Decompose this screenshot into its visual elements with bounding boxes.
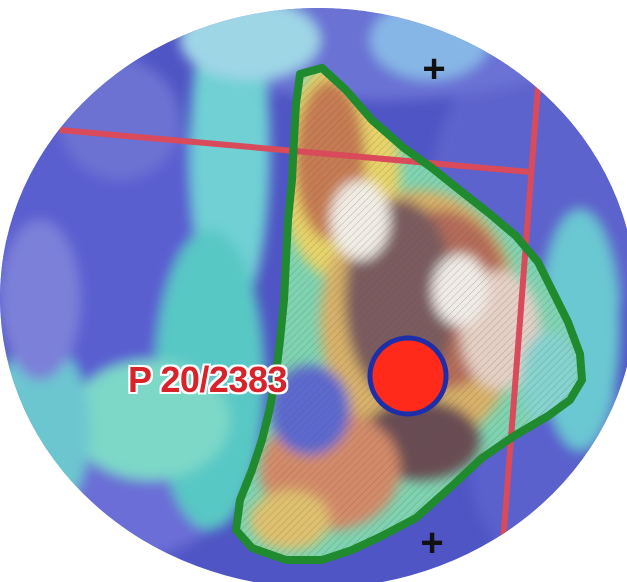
crosshair-top-icon: + — [422, 47, 445, 91]
licence-id-label: P 20/2383 — [128, 359, 288, 400]
svg-text:+: + — [420, 521, 443, 565]
svg-text:+: + — [422, 47, 445, 91]
crosshair-bottom-icon: + — [420, 521, 443, 565]
licence-area-outline[interactable] — [232, 64, 586, 564]
location-marker-icon[interactable] — [367, 335, 449, 417]
